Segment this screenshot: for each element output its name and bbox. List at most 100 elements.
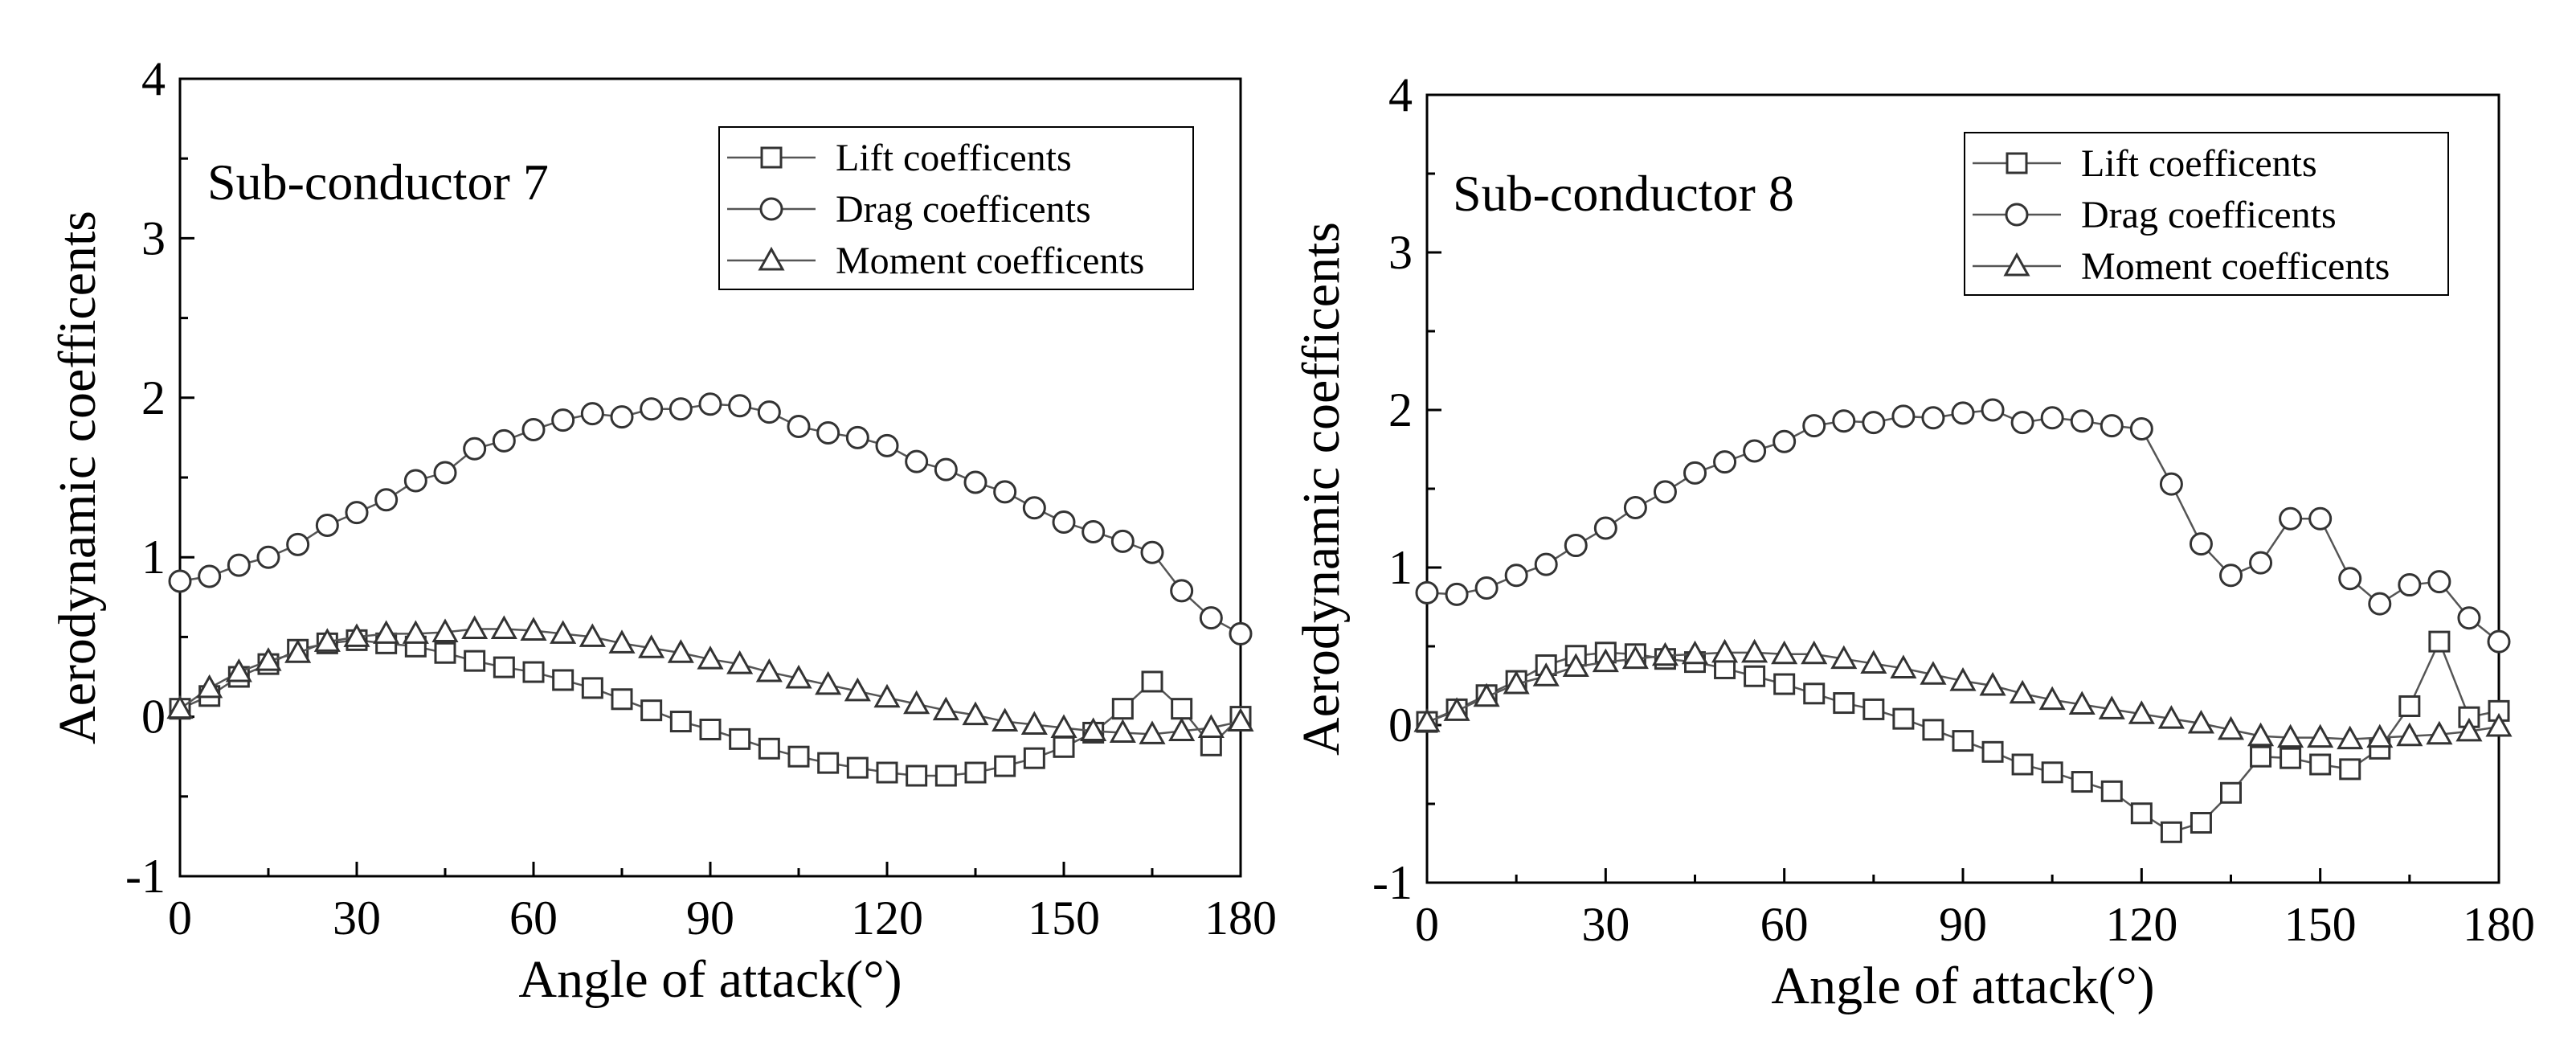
data-point (2217, 715, 2245, 740)
panel-annotation: Sub-conductor 7 (207, 154, 549, 211)
y-tick-label: 0 (141, 691, 166, 744)
data-point (1711, 638, 1739, 663)
data-point (669, 711, 692, 733)
legend: Lift coefficents Drag coefficents Moment c… (718, 126, 1194, 290)
data-point (1171, 698, 1193, 720)
data-point (2071, 771, 2093, 793)
data-point (2426, 720, 2453, 745)
data-point (490, 615, 517, 639)
x-tick-label: 0 (168, 891, 192, 945)
y-tick-label: -1 (125, 850, 166, 903)
y-tick-label: 2 (141, 371, 166, 424)
data-point (1922, 719, 1944, 741)
legend: Lift coefficents Drag coefficents Moment c… (1964, 132, 2449, 296)
x-tick-label: 180 (2463, 898, 2535, 951)
data-point (2100, 414, 2124, 438)
data-point (698, 392, 722, 416)
data-point (2038, 686, 2066, 711)
data-point (1080, 717, 1107, 741)
data-point (992, 707, 1019, 732)
data-point (1802, 414, 1826, 438)
data-point (2487, 629, 2511, 654)
data-point (1052, 510, 1076, 535)
x-tick-label: 30 (1581, 898, 1629, 951)
data-point (2068, 691, 2096, 715)
data-point (579, 623, 606, 647)
legend-label: Drag coefficents (2081, 194, 2337, 236)
legend-label: Drag coefficents (836, 188, 1091, 231)
data-point (873, 683, 901, 708)
data-point (2280, 747, 2302, 769)
data-point (2189, 532, 2213, 556)
data-point (1803, 682, 1826, 705)
data-point (1681, 640, 1709, 665)
y-tick-label: 3 (141, 211, 166, 264)
data-point (1890, 654, 1917, 678)
data-point (1562, 653, 1589, 677)
legend-label: Lift coefficents (2081, 142, 2317, 185)
data-point (1053, 736, 1075, 758)
data-point (1979, 671, 2006, 696)
data-point (286, 532, 310, 556)
data-point (2398, 695, 2421, 717)
data-point (2309, 753, 2332, 776)
data-point (2307, 723, 2334, 748)
legend-marker (758, 246, 785, 271)
data-point (816, 420, 840, 445)
data-point (2427, 570, 2451, 594)
data-point (962, 701, 989, 726)
data-point (1111, 698, 1134, 720)
data-point (817, 752, 840, 774)
series-line (1426, 408, 2500, 643)
data-point (2009, 679, 2036, 704)
data-point (1713, 450, 1737, 474)
data-point (522, 661, 545, 683)
data-point (2219, 564, 2243, 588)
series-triangle (1413, 638, 2513, 750)
data-point (284, 639, 312, 663)
data-point (2098, 695, 2125, 719)
data-point (2010, 411, 2034, 435)
data-point (2160, 821, 2182, 843)
data-point (1830, 645, 1858, 670)
legend-marker (759, 197, 783, 221)
data-point (580, 402, 604, 426)
data-point (1743, 439, 1767, 463)
y-tick-label: 1 (1388, 541, 1413, 594)
y-tick-label: 1 (141, 531, 166, 584)
y-axis-title: Aerodynamic coefficents (48, 211, 107, 744)
data-point (1415, 580, 1439, 605)
data-point (1773, 673, 1796, 695)
x-tick-label: 90 (1939, 898, 1987, 951)
data-point (729, 727, 751, 750)
data-point (640, 699, 663, 722)
data-point (2249, 551, 2273, 575)
x-axis-title: Angle of attack(°) (518, 950, 902, 1009)
data-point (1773, 429, 1797, 453)
data-point (493, 656, 515, 678)
data-point (1473, 682, 1500, 707)
legend-marker (2005, 203, 2029, 227)
data-point (2368, 592, 2392, 616)
data-point (2129, 417, 2153, 441)
data-point (1981, 398, 2005, 422)
data-point (638, 634, 665, 658)
data-point (256, 545, 280, 569)
data-point (1445, 582, 1469, 606)
data-point (1862, 411, 1886, 435)
data-point (374, 488, 399, 512)
data-point (1741, 638, 1768, 663)
x-tick-label: 120 (851, 891, 923, 945)
data-point (1952, 730, 1974, 752)
data-point (1200, 734, 1222, 756)
series-circle (1415, 398, 2511, 654)
y-tick-label: 0 (1388, 699, 1413, 752)
data-point (1229, 621, 1253, 646)
data-point (168, 569, 192, 593)
data-point (1474, 576, 1499, 600)
data-point (313, 628, 341, 652)
data-point (1141, 670, 1163, 693)
data-point (608, 629, 636, 654)
